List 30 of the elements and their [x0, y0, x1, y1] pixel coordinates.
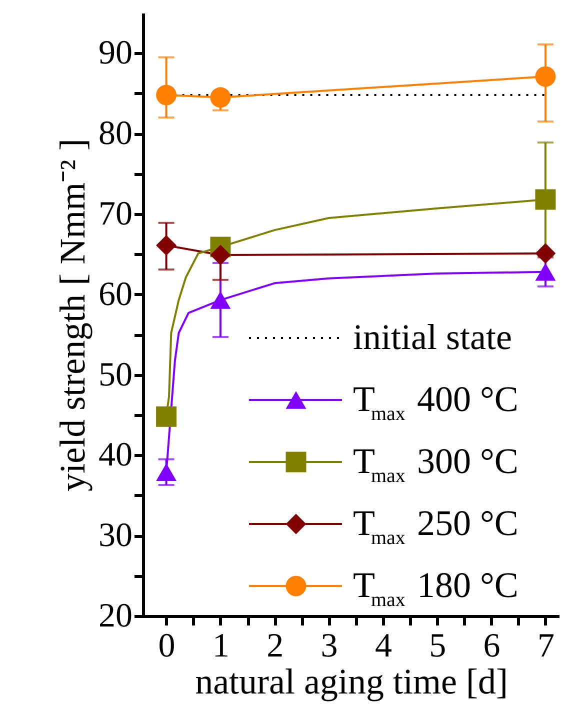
- x-axis-title: natural aging time [d]: [195, 662, 508, 702]
- point: [535, 243, 556, 264]
- point: [156, 463, 177, 481]
- x-tick-label: 1: [212, 628, 230, 664]
- y-tick-label: 50: [98, 356, 132, 394]
- y-axis-title: yield strength [ Nmm⁻² ]: [52, 138, 92, 492]
- y-tick-label: 80: [98, 115, 132, 152]
- x-tick-label: 6: [483, 628, 500, 664]
- y-tick-label: 60: [98, 276, 132, 313]
- point: [535, 66, 556, 87]
- x-tick-label: 5: [429, 628, 446, 664]
- point: [535, 263, 556, 281]
- x-tick-label: 3: [320, 628, 338, 664]
- y-tick-label: 20: [98, 598, 132, 634]
- x-tick-label: 0: [158, 628, 176, 664]
- legend-label: initial state: [353, 317, 512, 357]
- point: [210, 244, 231, 266]
- point: [210, 87, 231, 108]
- y-tick-label: 40: [98, 436, 132, 474]
- x-tick-label: 4: [374, 628, 392, 664]
- x-tick-label: 7: [537, 628, 554, 664]
- point: [156, 84, 177, 106]
- y-tick-label: 70: [98, 196, 132, 232]
- point: [156, 235, 177, 256]
- point: [156, 406, 177, 427]
- point: [535, 189, 556, 210]
- y-tick-label: 30: [98, 517, 132, 554]
- x-tick-label: 2: [266, 628, 284, 664]
- point: [210, 291, 231, 309]
- y-tick-label: 90: [98, 34, 132, 72]
